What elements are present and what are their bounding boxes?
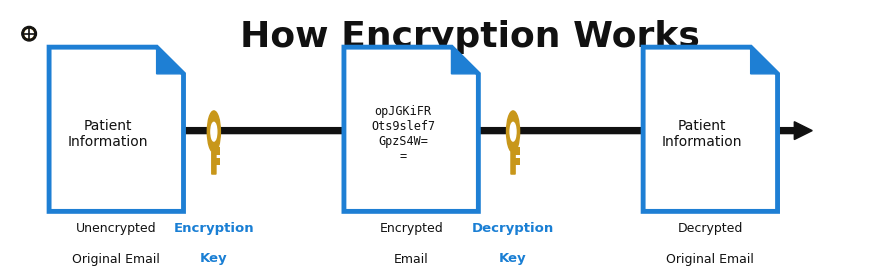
- Polygon shape: [156, 47, 183, 74]
- Text: Original Email: Original Email: [666, 253, 753, 266]
- Text: opJGKiFR
Ots9slef7
GpzS4W=
=: opJGKiFR Ots9slef7 GpzS4W= =: [370, 105, 434, 163]
- Text: Key: Key: [499, 252, 527, 265]
- Text: Patient
Information: Patient Information: [661, 119, 741, 149]
- Ellipse shape: [210, 122, 216, 141]
- Ellipse shape: [509, 122, 515, 141]
- FancyBboxPatch shape: [211, 152, 216, 175]
- Polygon shape: [343, 47, 478, 211]
- Circle shape: [25, 29, 33, 38]
- Bar: [215, 147, 220, 154]
- Text: Original Email: Original Email: [72, 253, 160, 266]
- Text: Unencrypted: Unencrypted: [76, 222, 156, 235]
- Polygon shape: [451, 47, 478, 74]
- Text: How Encryption Works: How Encryption Works: [240, 20, 699, 54]
- Text: Encrypted: Encrypted: [379, 222, 442, 235]
- Circle shape: [22, 26, 36, 41]
- Bar: [215, 158, 220, 165]
- Text: Key: Key: [200, 252, 228, 265]
- Polygon shape: [49, 47, 183, 211]
- Text: Email: Email: [394, 253, 428, 266]
- Ellipse shape: [506, 111, 519, 153]
- Text: Patient
Information: Patient Information: [68, 119, 149, 149]
- Polygon shape: [642, 47, 777, 211]
- Text: Encryption: Encryption: [173, 222, 254, 235]
- FancyArrow shape: [183, 122, 812, 140]
- FancyBboxPatch shape: [509, 152, 515, 175]
- Bar: [514, 158, 519, 165]
- Polygon shape: [750, 47, 777, 74]
- Bar: [514, 147, 519, 154]
- Text: Decryption: Decryption: [471, 222, 554, 235]
- Circle shape: [23, 27, 36, 40]
- Text: Decrypted: Decrypted: [677, 222, 742, 235]
- Ellipse shape: [207, 111, 220, 153]
